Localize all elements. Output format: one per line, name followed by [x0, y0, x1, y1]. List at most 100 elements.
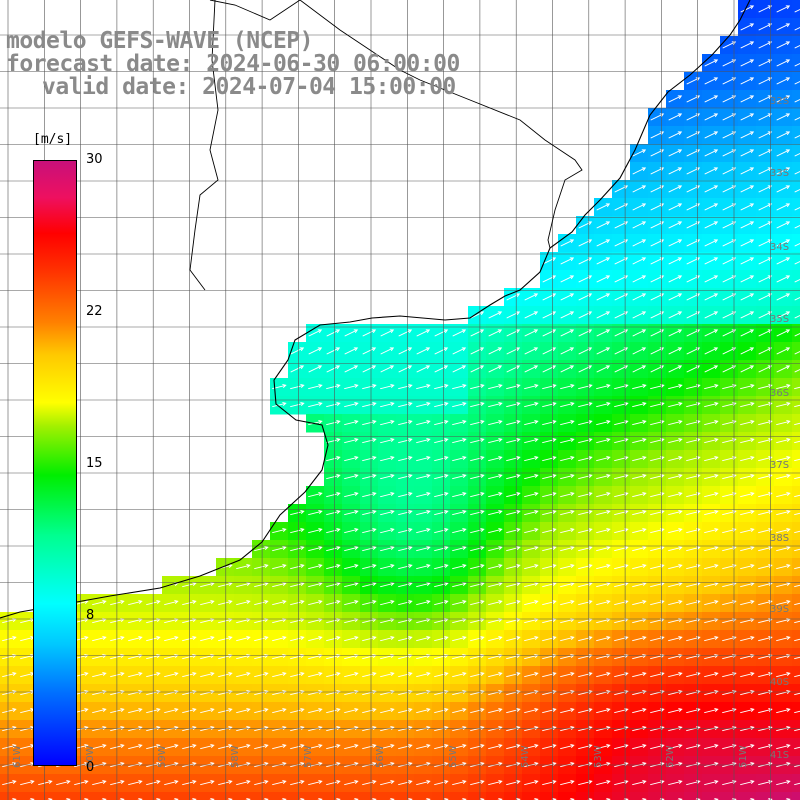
wind-arrow	[794, 314, 800, 319]
wind-arrow	[632, 545, 647, 552]
wind-arrow	[668, 779, 683, 786]
wind-arrow	[632, 149, 647, 157]
wind-arrow	[794, 728, 800, 732]
wind-arrow	[92, 599, 107, 606]
wind-arrow	[452, 545, 467, 552]
wind-arrow	[704, 149, 719, 157]
wind-arrow	[326, 527, 341, 534]
wind-arrow	[380, 707, 395, 714]
wind-arrow	[668, 599, 683, 606]
wind-arrow	[470, 383, 485, 390]
wind-arrow	[362, 473, 377, 480]
wind-arrow	[596, 635, 611, 642]
wind-arrow	[470, 401, 485, 408]
wind-arrow	[542, 347, 557, 355]
wind-arrow	[632, 383, 647, 390]
field-cell	[792, 792, 800, 804]
wind-arrow	[506, 779, 521, 786]
wind-arrow	[776, 167, 791, 175]
wind-arrow	[632, 509, 647, 516]
wind-arrow	[704, 221, 719, 229]
wind-arrow	[668, 707, 683, 714]
wind-arrow	[470, 509, 485, 516]
wind-arrow	[326, 473, 341, 480]
wind-arrow	[668, 347, 683, 355]
wind-arrow	[416, 401, 431, 408]
wind-arrow	[452, 671, 467, 678]
wind-arrow	[578, 473, 593, 480]
wind-arrow	[344, 419, 359, 426]
wind-arrow	[704, 473, 719, 480]
wind-arrow	[578, 455, 593, 462]
wind-arrow	[362, 743, 377, 750]
wind-arrow	[344, 509, 359, 516]
legend-unit: [m/s]	[33, 132, 73, 147]
wind-arrow	[92, 671, 107, 678]
wind-arrow	[452, 599, 467, 606]
wind-arrow	[272, 527, 287, 534]
wind-arrow	[470, 707, 485, 714]
wind-arrow	[632, 257, 647, 265]
wind-arrow	[398, 419, 413, 426]
wind-arrow	[668, 563, 683, 570]
wind-arrow	[668, 131, 683, 139]
wind-arrow	[236, 671, 251, 678]
wind-arrow	[704, 419, 719, 426]
wind-arrow	[326, 329, 341, 337]
wind-arrow	[614, 563, 629, 570]
wind-arrow	[506, 707, 521, 714]
wind-arrow	[794, 332, 800, 337]
wind-arrow	[326, 383, 341, 390]
wind-arrow	[758, 203, 773, 211]
wind-arrow	[668, 311, 683, 319]
wind-arrow	[668, 419, 683, 426]
wind-arrow	[542, 455, 557, 462]
wind-arrow	[596, 311, 611, 319]
wind-arrow	[632, 473, 647, 480]
field-cell	[792, 504, 800, 523]
wind-arrow	[560, 275, 575, 283]
wind-arrow	[290, 527, 305, 534]
wind-arrow	[452, 419, 467, 426]
wind-arrow	[776, 221, 791, 229]
wind-arrow	[578, 545, 593, 552]
wind-arrow	[560, 365, 575, 373]
wind-arrow	[434, 779, 449, 786]
wind-arrow	[200, 779, 215, 786]
wind-arrow	[668, 545, 683, 552]
wind-arrow	[632, 455, 647, 462]
wind-arrow	[380, 599, 395, 606]
wind-arrow	[704, 455, 719, 462]
wind-arrow	[470, 563, 485, 570]
wind-arrow	[452, 779, 467, 786]
wind-arrow	[668, 473, 683, 480]
wind-arrow	[272, 743, 287, 750]
wind-arrow	[776, 671, 791, 678]
wind-arrow	[704, 167, 719, 175]
wind-arrow	[416, 365, 431, 373]
wind-arrow	[776, 59, 791, 67]
wind-arrow	[398, 725, 413, 732]
wind-arrow	[434, 419, 449, 426]
wind-arrow	[38, 779, 53, 786]
wind-arrow	[92, 707, 107, 714]
wind-arrow	[740, 221, 755, 229]
lon-label-57w: 57W	[303, 745, 314, 768]
wind-arrow	[740, 311, 755, 319]
map-title: modelo GEFS-WAVE (NCEP) forecast date: 2…	[6, 30, 460, 99]
wind-arrow	[560, 599, 575, 606]
wind-arrow	[488, 365, 503, 373]
wind-arrow	[272, 707, 287, 714]
wind-arrow	[632, 779, 647, 786]
wind-arrow	[344, 635, 359, 642]
wind-arrow	[794, 134, 800, 139]
wind-arrow	[92, 779, 107, 786]
wind-arrow	[344, 347, 359, 355]
wind-arrow	[542, 527, 557, 534]
wind-arrow	[182, 671, 197, 678]
wind-arrow	[308, 671, 323, 678]
wind-arrow	[794, 512, 800, 516]
wind-arrow	[164, 671, 179, 678]
wind-arrow	[434, 509, 449, 516]
